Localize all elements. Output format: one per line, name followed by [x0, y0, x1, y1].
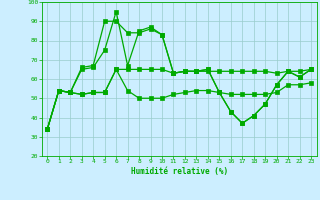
- X-axis label: Humidité relative (%): Humidité relative (%): [131, 167, 228, 176]
